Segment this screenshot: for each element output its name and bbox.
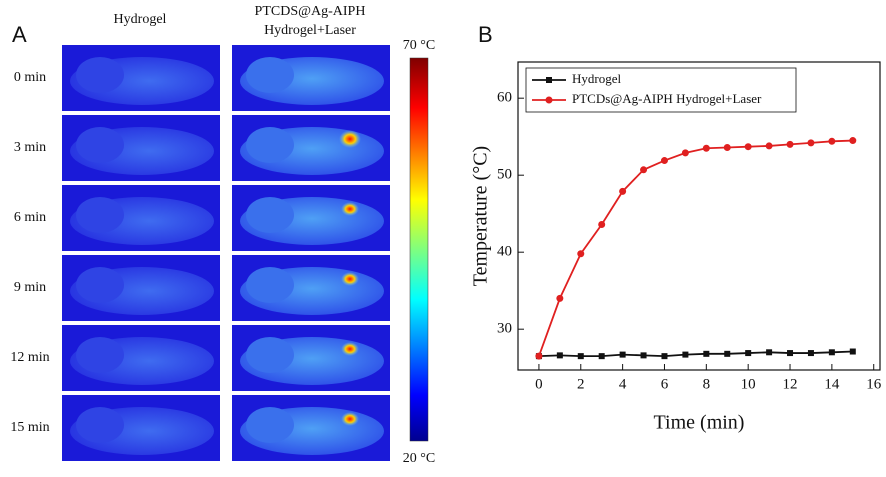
x-tick-label: 16 — [866, 376, 882, 392]
marker — [681, 149, 689, 157]
marker — [556, 294, 564, 302]
y-tick-label: 40 — [497, 244, 512, 260]
marker — [619, 351, 626, 358]
marker — [849, 348, 856, 355]
marker — [786, 140, 794, 148]
hot-spot — [341, 272, 359, 286]
x-tick-label: 14 — [824, 376, 840, 392]
x-axis-label: Time (min) — [654, 412, 745, 434]
column-header: Hydrogel — [114, 12, 167, 27]
panel-b: B 30 40 50 60 0 2 4 6 8 10 12 14 16 Time (min) Temperat… — [470, 22, 882, 434]
legend-label: PTCDs@Ag-AIPH Hydrogel+Laser — [572, 91, 762, 106]
hot-spot — [341, 202, 359, 216]
marker — [598, 353, 605, 360]
x-tick-label: 4 — [619, 376, 627, 392]
marker — [619, 187, 627, 195]
mouse-head — [76, 127, 124, 163]
y-tick-label: 30 — [497, 321, 512, 337]
colorbar-max: 70 °C — [403, 38, 435, 53]
legend-marker — [545, 96, 553, 104]
panel-a: A Hydrogel PTCDS@Ag-AIPH Hydrogel+Laser 0 mi… — [10, 4, 435, 466]
marker — [723, 143, 731, 151]
column-header: PTCDS@Ag-AIPH — [255, 4, 366, 19]
hot-spot — [341, 342, 359, 356]
x-tick-label: 2 — [577, 376, 585, 392]
hot-spot — [341, 412, 359, 426]
mouse-head — [76, 337, 124, 373]
row-label: 0 min — [14, 70, 46, 85]
x-tick-label: 6 — [661, 376, 669, 392]
marker — [682, 351, 689, 358]
series-line — [538, 139, 853, 357]
mouse-head — [76, 267, 124, 303]
marker — [577, 353, 584, 360]
mouse-head — [246, 407, 294, 443]
row-label: 12 min — [10, 350, 49, 365]
row-label: 9 min — [14, 280, 46, 295]
y-axis-label: Temperature (°C) — [470, 146, 492, 286]
marker — [807, 139, 815, 147]
panel-label: A — [12, 22, 27, 47]
marker — [849, 137, 857, 145]
mouse-head — [76, 197, 124, 233]
marker — [535, 352, 543, 360]
mouse-head — [246, 267, 294, 303]
marker — [724, 350, 731, 357]
marker — [660, 157, 668, 165]
mouse-head — [76, 407, 124, 443]
y-tick-label: 60 — [497, 90, 512, 106]
panel-label: B — [478, 22, 493, 47]
mouse-head — [76, 57, 124, 93]
mouse-head — [246, 57, 294, 93]
series-line — [538, 350, 853, 358]
mouse-head — [246, 337, 294, 373]
legend-box — [525, 67, 797, 113]
hot-spot — [339, 130, 361, 148]
x-tick-label: 8 — [703, 376, 711, 392]
marker — [787, 350, 794, 357]
marker — [598, 220, 606, 228]
y-tick-label: 50 — [497, 167, 512, 183]
x-tick-label: 0 — [535, 376, 543, 392]
marker — [765, 142, 773, 150]
marker — [766, 349, 773, 356]
marker — [702, 144, 710, 152]
mouse-head — [246, 197, 294, 233]
row-label: 3 min — [14, 140, 46, 155]
legend-marker — [546, 77, 552, 83]
row-label: 15 min — [10, 420, 49, 435]
marker — [556, 352, 563, 359]
marker — [828, 349, 835, 356]
x-tick-label: 10 — [741, 376, 756, 392]
plot-frame — [517, 61, 881, 371]
row-label: 6 min — [14, 210, 46, 225]
marker — [745, 350, 752, 357]
marker — [640, 166, 648, 174]
colorbar — [409, 57, 429, 442]
marker — [744, 143, 752, 151]
marker — [807, 350, 814, 357]
marker — [661, 353, 668, 360]
legend-label: Hydrogel — [572, 71, 621, 86]
column-header: Hydrogel+Laser — [264, 23, 356, 38]
marker — [640, 352, 647, 359]
mouse-head — [246, 127, 294, 163]
marker — [577, 250, 585, 258]
marker — [703, 350, 710, 357]
marker — [828, 137, 836, 145]
colorbar-min: 20 °C — [403, 451, 435, 466]
x-tick-label: 12 — [783, 376, 798, 392]
